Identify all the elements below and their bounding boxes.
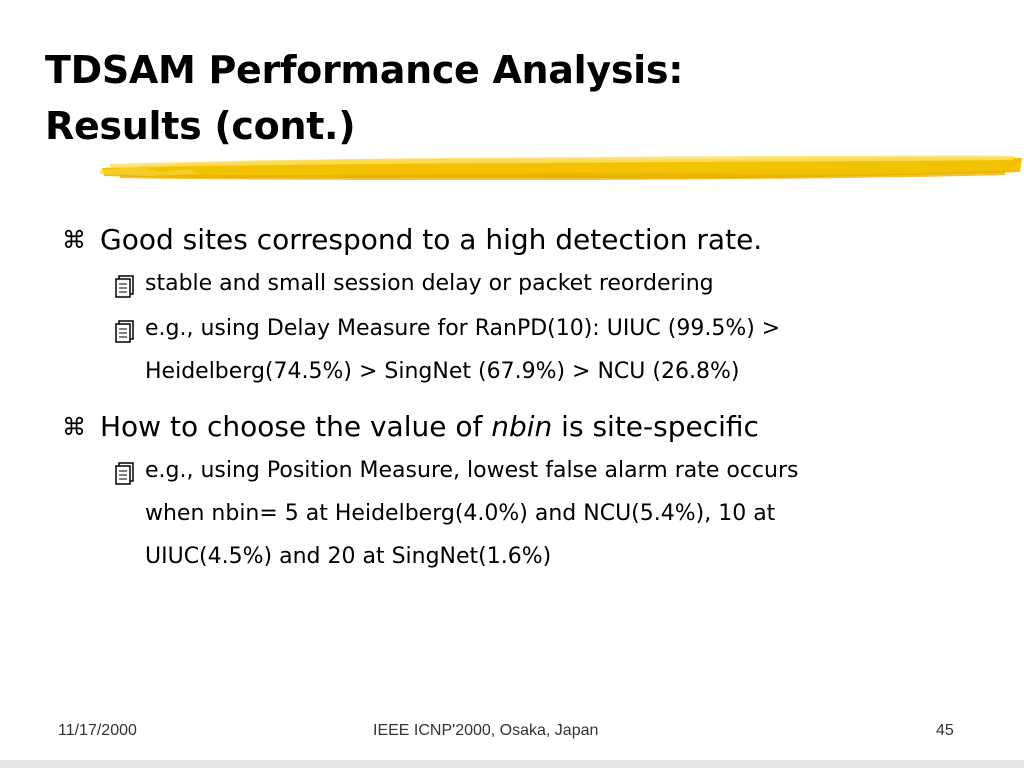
sub-bullet-line-1: e.g., using Delay Measure for RanPD(10):… — [145, 316, 781, 341]
bullet-nbin: ⌘ How to choose the value of nbin is sit… — [62, 405, 962, 449]
bullet-text-pre: How to choose the value of — [100, 410, 492, 443]
command-key-icon: ⌘ — [62, 226, 86, 254]
footer-date: 11/17/2000 — [58, 722, 137, 739]
bullet-text-post: is site-specific — [552, 410, 759, 443]
bullet-good-sites: ⌘ Good sites correspond to a high detect… — [62, 218, 962, 262]
sub-bullet-line-2: when nbin= 5 at Heidelberg(4.0%) and NCU… — [145, 501, 776, 526]
bullet-text-emphasis: nbin — [491, 410, 553, 443]
bottom-band — [0, 760, 1024, 768]
highlighter-stroke — [100, 155, 1022, 180]
command-key-icon: ⌘ — [62, 413, 86, 441]
bullet-text: Good sites correspond to a high detectio… — [100, 223, 763, 256]
title-line-2: Results (cont.) — [45, 104, 356, 148]
notepad-icon — [115, 275, 134, 298]
bullet-list: ⌘ Good sites correspond to a high detect… — [62, 218, 962, 578]
sub-bullet-line-3: UIUC(4.5%) and 20 at SingNet(1.6%) — [145, 544, 552, 569]
footer-page-number: 45 — [936, 722, 954, 739]
sub-bullet-stable: stable and small session delay or packet… — [115, 262, 945, 305]
footer-conference: IEEE ICNP'2000, Osaka, Japan — [373, 722, 599, 739]
sub-bullet-text: stable and small session delay or packet… — [145, 271, 714, 296]
sub-bullet-position-measure: e.g., using Position Measure, lowest fal… — [115, 449, 945, 578]
notepad-icon — [115, 320, 134, 343]
sub-bullet-line-1: e.g., using Position Measure, lowest fal… — [145, 458, 799, 483]
slide-title: TDSAM Performance Analysis: Results (con… — [45, 42, 683, 154]
sub-bullet-delay-measure: e.g., using Delay Measure for RanPD(10):… — [115, 307, 945, 393]
sub-bullet-line-2: Heidelberg(74.5%) > SingNet (67.9%) > NC… — [145, 359, 740, 384]
title-line-1: TDSAM Performance Analysis: — [45, 48, 684, 92]
notepad-icon — [115, 462, 134, 485]
